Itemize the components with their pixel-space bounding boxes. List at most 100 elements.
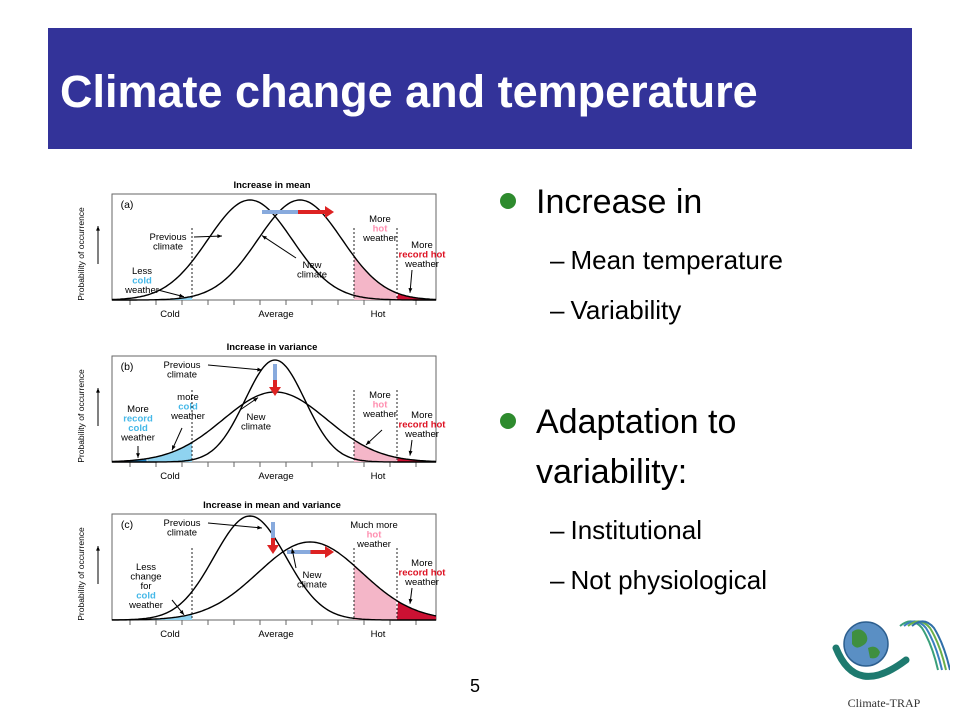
y-axis-label: Probability of occurrence — [76, 369, 86, 463]
previous-climate-label: climate — [167, 528, 197, 539]
bullet-dot — [500, 193, 516, 209]
slide-title: Climate change and temperature — [60, 66, 758, 117]
sub-bullet-label: Not physiological — [570, 565, 768, 595]
x-tick-label: Average — [258, 629, 293, 640]
mean-shift-arrow-head — [325, 546, 334, 558]
figure-panel: Increase in mean and variance (c) Probabil… — [76, 500, 446, 640]
record-hot-label: record hot — [399, 250, 447, 261]
record-hot-region — [397, 457, 436, 462]
previous-climate-curve — [112, 359, 436, 463]
panel-letter: (a) — [121, 199, 134, 211]
sub-bullet-label: Variability — [570, 295, 682, 325]
hot-region — [354, 565, 397, 620]
variance-arrow-head — [269, 387, 281, 396]
hot-region — [354, 439, 397, 462]
cold-weather-label: weather — [124, 285, 159, 296]
x-tick-label: Cold — [160, 309, 180, 320]
x-tick-label: Average — [258, 309, 293, 320]
x-tick-label: Hot — [371, 309, 386, 320]
sub-bullet-variability: – Variability — [550, 295, 682, 325]
hot-weather-label: weather — [362, 409, 397, 420]
record-hot-label: weather — [404, 259, 439, 270]
record-hot-label: More — [411, 240, 433, 251]
globe-swoosh-icon — [832, 620, 951, 680]
x-tick-label: Hot — [371, 471, 386, 482]
previous-climate-label: Previous — [164, 518, 201, 529]
previous-climate-pointer-head — [257, 525, 262, 530]
cold-pointer-head — [179, 293, 184, 298]
new-climate-label: climate — [297, 580, 327, 591]
cold-region — [147, 442, 192, 462]
new-climate-pointer-head — [253, 397, 258, 402]
figure-panel: Increase in variance (b) Probability of oc… — [76, 342, 446, 482]
record-hot-label: More — [411, 558, 433, 569]
record-hot-pointer-head — [408, 450, 413, 456]
panel-letter: (b) — [121, 361, 134, 373]
hot-weather-label: weather — [362, 233, 397, 244]
panel-heading: Increase in variance — [227, 342, 318, 353]
hot-weather-label: weather — [356, 539, 391, 550]
cold-weather-label: Less — [136, 562, 156, 573]
cold-weather-label: Less — [132, 266, 152, 277]
record-hot-label: weather — [404, 577, 439, 588]
new-climate-label: climate — [241, 422, 271, 433]
sub-bullet-label: Mean temperature — [570, 245, 783, 275]
figure-panel: Increase in mean (a) Probability of occurr… — [76, 180, 446, 320]
x-tick-label: Cold — [160, 629, 180, 640]
bullet-label-line-2: variability: — [536, 453, 688, 491]
logo-text: Climate-TRAP — [847, 696, 921, 710]
cold-pointer-head — [179, 610, 184, 615]
new-climate-label: New — [246, 412, 265, 423]
cold-weather-label: weather — [170, 411, 205, 422]
record-cold-label: cold — [128, 423, 148, 434]
new-climate-pointer — [261, 235, 297, 259]
sub-bullet-mean: – Mean temperature — [550, 245, 783, 275]
previous-climate-pointer-head — [217, 234, 222, 239]
mean-shift-arrow-head — [325, 206, 334, 218]
hot-region — [354, 256, 397, 300]
record-cold-label: More — [127, 404, 149, 415]
record-hot-label: weather — [404, 429, 439, 440]
hot-weather-label: Much more — [350, 520, 398, 531]
new-climate-pointer-head — [262, 235, 267, 240]
y-axis-label: Probability of occurrence — [76, 207, 86, 301]
previous-climate-label: Previous — [164, 360, 201, 371]
record-hot-region — [397, 293, 436, 300]
previous-climate-pointer — [207, 522, 263, 529]
new-climate-label: New — [302, 570, 321, 581]
y-axis-arrow-head — [96, 388, 100, 393]
cold-weather-label: more — [177, 392, 199, 403]
x-tick-label: Hot — [371, 629, 386, 640]
page-number: 5 — [470, 676, 481, 696]
previous-climate-pointer — [207, 364, 263, 371]
new-climate-label: New — [302, 260, 321, 271]
hot-weather-label: More — [369, 214, 391, 225]
hot-weather-label: hot — [367, 530, 383, 541]
record-hot-label: record hot — [399, 420, 447, 431]
new-climate-curve — [112, 199, 437, 301]
title-bar — [48, 28, 912, 149]
bullet-dot — [500, 413, 516, 429]
cold-region — [112, 614, 192, 620]
x-tick-label: Average — [258, 471, 293, 482]
bullet-label: Increase in — [536, 183, 703, 221]
climate-trap-logo: Climate-TRAP — [818, 608, 951, 716]
hot-weather-label: hot — [373, 224, 389, 235]
panel-letter: (c) — [121, 519, 133, 531]
record-hot-label: More — [411, 410, 433, 421]
sub-bullet-label: Institutional — [570, 515, 702, 545]
y-axis-arrow-head — [96, 226, 100, 231]
cold-pointer-head — [172, 445, 176, 451]
variance-arrow-head — [267, 545, 279, 554]
panel-heading: Increase in mean — [233, 180, 310, 191]
hot-weather-label: hot — [373, 400, 389, 411]
x-tick-label: Cold — [160, 471, 180, 482]
cold-weather-label: for — [140, 581, 151, 592]
sub-bullet-institutional: – Institutional — [550, 515, 702, 545]
panel-heading: Increase in mean and variance — [203, 500, 341, 511]
y-axis-label: Probability of occurrence — [76, 527, 86, 621]
new-climate-pointer-head — [291, 548, 295, 554]
previous-climate-label: climate — [153, 242, 183, 253]
record-hot-pointer-head — [408, 288, 413, 293]
